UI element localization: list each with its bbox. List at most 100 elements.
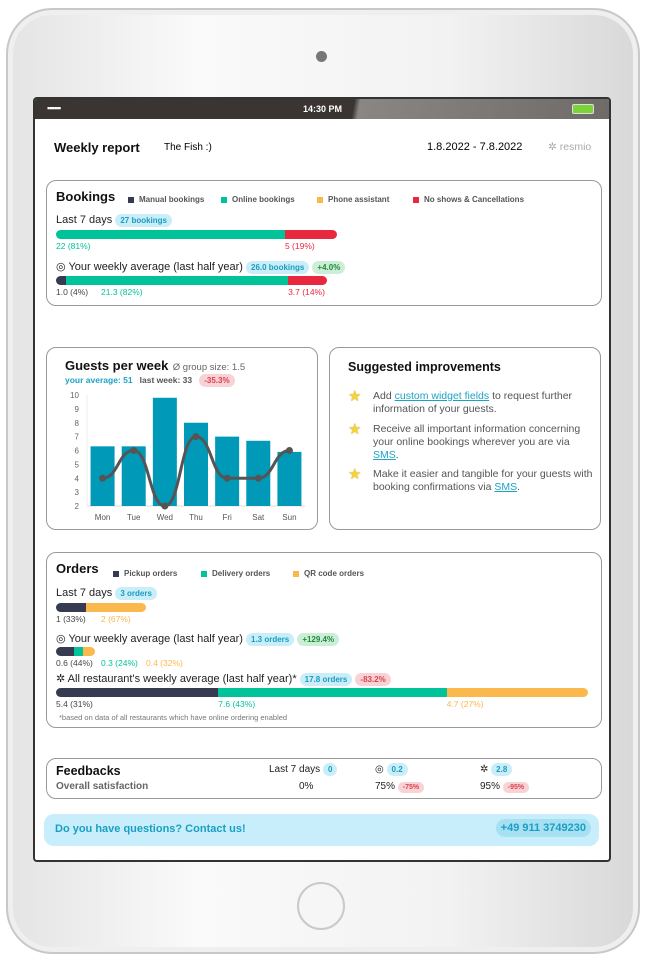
resmio-icon: ✲ <box>56 673 66 685</box>
avg-badge: 1.3 orders <box>246 633 295 646</box>
bar-wed <box>152 397 177 506</box>
guests-change-badge: -35.3% <box>199 374 235 387</box>
x-tick-label: Mon <box>95 513 111 522</box>
suggestion-link[interactable]: custom widget fields <box>394 390 490 402</box>
suggestions-card: Suggested improvements ★ Add custom widge… <box>329 347 601 530</box>
legend-pickup: Pickup orders <box>113 569 177 578</box>
bar-segment <box>218 688 447 697</box>
bookings-title: Bookings <box>56 189 116 204</box>
suggestion-item: ★ Receive all important information conce… <box>348 421 581 461</box>
y-tick-label: 10 <box>70 391 79 400</box>
all-value: 95% <box>480 781 501 792</box>
last-week: last week: 33 <box>139 375 193 385</box>
own-change: -75% <box>397 782 425 793</box>
bar-segment <box>56 276 67 285</box>
x-tick-label: Sat <box>252 513 265 522</box>
orders-count-badge: 3 orders <box>115 587 157 600</box>
bar-segment <box>83 647 96 656</box>
segment-label: 2 (67%) <box>101 614 131 624</box>
x-tick-label: Wed <box>157 513 173 522</box>
segment-label: 0.4 (32%) <box>146 658 183 668</box>
bar-sat <box>246 440 271 506</box>
suggestions-title: Suggested improvements <box>348 360 501 374</box>
y-tick-label: 4 <box>75 474 80 483</box>
segment-label: 22 (81%) <box>56 241 91 251</box>
restaurant-name: The Fish :) <box>164 142 212 153</box>
orders-card: Orders Pickup orders Delivery orders QR … <box>46 552 602 728</box>
orders-all: ✲ All restaurant's weekly average (last … <box>56 672 391 686</box>
segment-label: 1.0 (4%) <box>56 287 89 297</box>
x-tick-label: Sun <box>282 513 296 522</box>
bar-segment <box>56 647 75 656</box>
stacked-bar <box>56 603 147 612</box>
segment-label: 1 (33%) <box>56 614 86 624</box>
bar-segment <box>86 603 147 612</box>
bookings-count-badge: 27 bookings <box>115 214 173 227</box>
feedbacks-card: Feedbacks Overall satisfaction Last 7 da… <box>46 758 602 799</box>
page-title: Weekly report <box>54 140 140 155</box>
segment-label: 4.7 (27%) <box>446 699 484 709</box>
own-count: 0.2 <box>386 763 408 776</box>
y-tick-label: 5 <box>75 460 80 469</box>
screen: ▪▪▪▪▪▪ 14:30 PM Weekly report The Fish :… <box>33 97 611 862</box>
segment-label: 21.3 (82%) <box>101 287 143 297</box>
y-tick-label: 9 <box>75 405 80 414</box>
change-badge: +129.4% <box>297 633 340 646</box>
avg-badge: 26.0 bookings <box>246 261 310 274</box>
all-count: 2.8 <box>491 763 513 776</box>
star-icon: ★ <box>348 421 362 438</box>
orders-title: Orders <box>56 561 99 576</box>
bar-segment <box>288 276 327 285</box>
contact-text: Do you have questions? Contact us! <box>55 823 246 835</box>
feedbacks-title: Feedbacks <box>56 764 121 778</box>
status-bar: ▪▪▪▪▪▪ 14:30 PM <box>35 99 609 119</box>
y-tick-label: 6 <box>75 447 80 456</box>
legend-qr: QR code orders <box>293 569 364 578</box>
battery-icon <box>572 104 594 114</box>
home-button[interactable] <box>297 882 345 930</box>
own-value: 75% <box>375 781 396 792</box>
guests-title: Guests per week <box>65 358 169 373</box>
y-tick-label: 2 <box>75 502 80 511</box>
trend-point-sun <box>285 447 293 454</box>
resmio-logo: ✲ resmio <box>548 141 591 153</box>
last7-label: Last 7 days <box>269 764 321 775</box>
contact-phone[interactable]: +49 911 3749230 <box>495 819 591 837</box>
bar-segment <box>56 603 87 612</box>
contact-banner[interactable]: Do you have questions? Contact us! +49 9… <box>44 814 599 846</box>
your-average: your average: 51 <box>65 375 133 385</box>
camera <box>316 51 327 62</box>
guests-card: Guests per week Ø group size: 1.5 your a… <box>46 347 318 530</box>
resmio-icon: ✲ <box>548 141 557 153</box>
signal-icon: ▪▪▪▪▪▪ <box>47 103 61 113</box>
segment-label: 5 (19%) <box>284 241 315 251</box>
trend-point-sat <box>254 474 262 482</box>
trend-point-tue <box>130 447 138 454</box>
x-tick-label: Thu <box>189 513 203 522</box>
user-icon: ◎ <box>56 633 66 645</box>
y-tick-label: 3 <box>75 488 80 497</box>
user-icon: ◎ <box>56 261 66 273</box>
legend-noshow: No shows & Cancellations <box>413 195 524 204</box>
x-tick-label: Fri <box>222 513 232 522</box>
segment-label: 3.7 (14%) <box>288 287 325 297</box>
stacked-bar <box>56 647 96 656</box>
footnote: *based on data of all restaurants which … <box>59 713 288 722</box>
segment-label: 5.4 (31%) <box>56 699 93 709</box>
segment-label: 7.6 (43%) <box>218 699 256 709</box>
legend-phone: Phone assistant <box>317 195 389 204</box>
bar-segment <box>66 276 289 285</box>
guests-chart: 2 3 4 5 6 7 8 9 10 Mon Tue Wed Thu Fri Sat Sun <box>70 391 305 522</box>
last7-value: 0% <box>299 781 314 792</box>
trend-point-thu <box>192 433 200 441</box>
bookings-last7: Last 7 days 27 bookings <box>56 214 173 227</box>
group-size: Ø group size: 1.5 <box>172 362 246 373</box>
segment-label: 0.6 (44%) <box>56 658 93 668</box>
suggestion-link[interactable]: SMS <box>494 481 518 493</box>
all-change: -95% <box>502 782 530 793</box>
suggestion-link[interactable]: SMS <box>373 449 396 461</box>
segment-label: 0.3 (24%) <box>101 658 138 668</box>
trend-point-fri <box>223 474 231 482</box>
legend-online: Online bookings <box>221 195 295 204</box>
legend-delivery: Delivery orders <box>201 569 270 578</box>
